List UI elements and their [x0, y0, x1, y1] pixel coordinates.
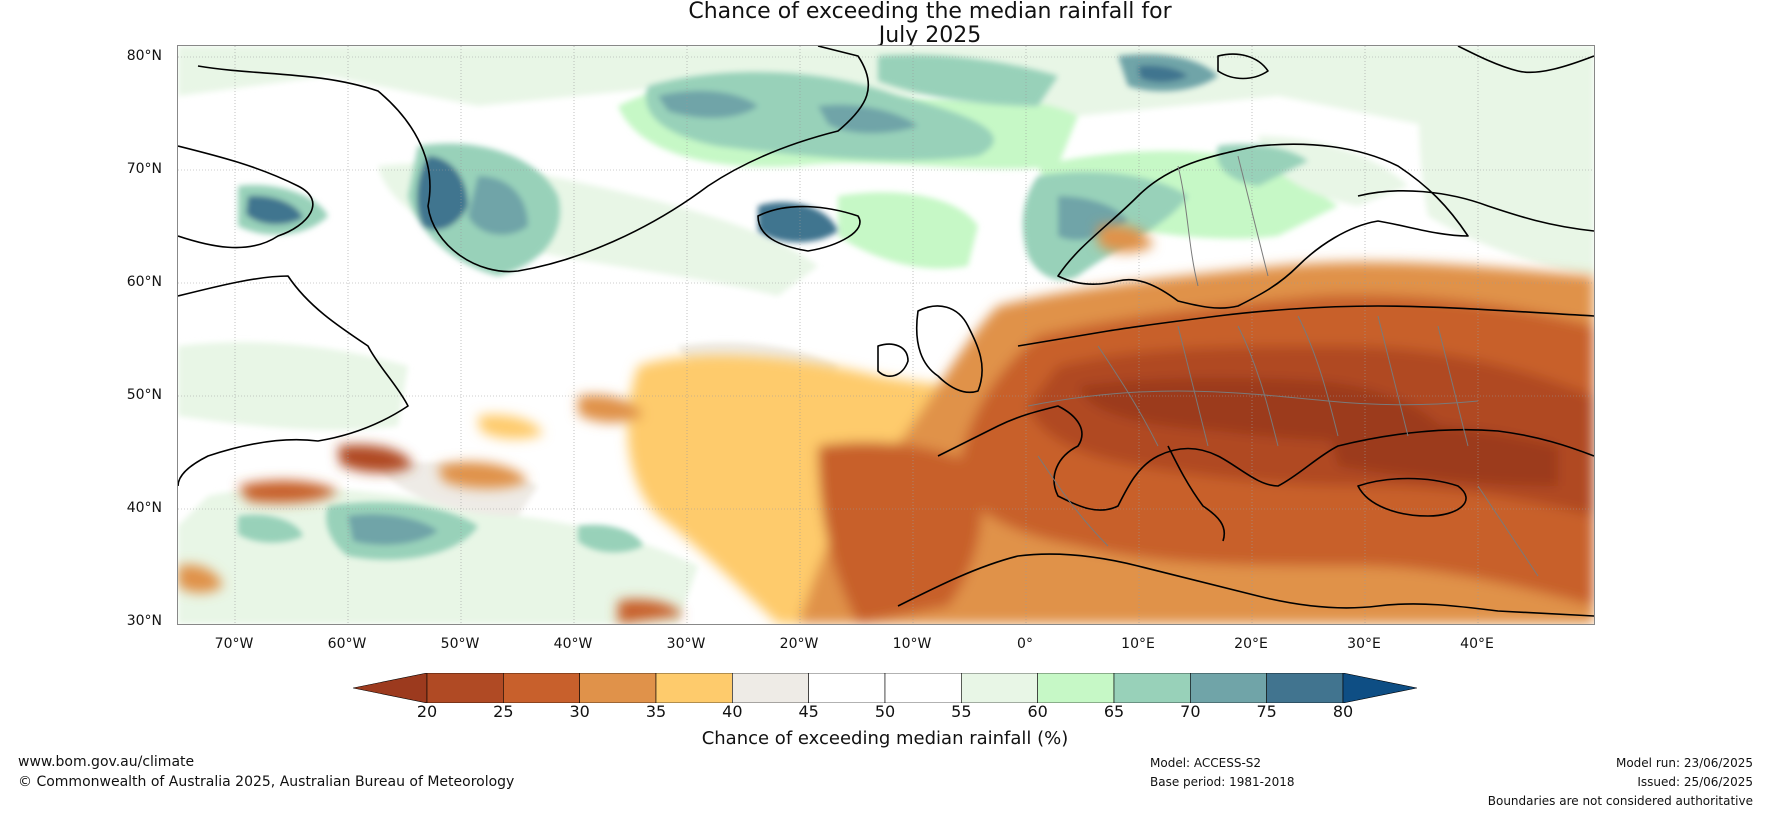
- lon-label-20e: 20°E: [1234, 636, 1268, 652]
- colorbar-segment: [1113, 673, 1191, 703]
- lon-label-20w: 20°W: [779, 636, 819, 652]
- colorbar-tick-label: 70: [1180, 702, 1201, 721]
- lon-label-0: 0°: [1017, 636, 1033, 652]
- colorbar-tick-label: 40: [722, 702, 743, 721]
- colorbar-segment: [1037, 673, 1115, 703]
- footer-disclaimer: Boundaries are not considered authoritat…: [1487, 794, 1753, 808]
- lat-label-30n: 30°N: [126, 613, 162, 629]
- footer-copyright: © Commonwealth of Australia 2025, Austra…: [18, 774, 515, 790]
- colorbar-legend: [353, 673, 1417, 703]
- lon-label-30w: 30°W: [666, 636, 706, 652]
- rainfall-map: [177, 45, 1595, 625]
- colorbar-extension-low: [353, 673, 428, 703]
- anomaly-dry-areas: [178, 224, 1594, 624]
- footer-model-run: Model run: 23/06/2025: [1615, 756, 1753, 770]
- footer-model: Model: ACCESS-S2: [1150, 756, 1262, 770]
- lon-label-40e: 40°E: [1460, 636, 1494, 652]
- colorbar-tick-label: 25: [493, 702, 514, 721]
- rainfall-map-svg: [178, 46, 1594, 624]
- colorbar-tick-label: 65: [1103, 702, 1125, 721]
- lon-label-70w: 70°W: [214, 636, 254, 652]
- footer-base-period: Base period: 1981-2018: [1150, 775, 1295, 789]
- colorbar-tick-label: 55: [951, 702, 972, 721]
- lat-label-80n: 80°N: [126, 48, 162, 64]
- lon-label-60w: 60°W: [327, 636, 367, 652]
- colorbar-tick-label: 75: [1256, 702, 1277, 721]
- lat-label-40n: 40°N: [126, 500, 162, 516]
- colorbar-segment: [1266, 673, 1344, 703]
- lat-label-70n: 70°N: [126, 161, 162, 177]
- colorbar-tick-label: 35: [645, 702, 667, 721]
- colorbar-segment: [884, 673, 962, 703]
- map-title-line1: Chance of exceeding the median rainfall …: [688, 0, 1172, 24]
- colorbar-tick-label: 60: [1027, 702, 1048, 721]
- lon-label-10w: 10°W: [892, 636, 932, 652]
- colorbar-segments: [353, 673, 1417, 703]
- coastlines: [178, 46, 1594, 617]
- colorbar-label: Chance of exceeding median rainfall (%): [701, 728, 1069, 749]
- colorbar-extension-high: [1342, 673, 1417, 703]
- lon-label-30e: 30°E: [1347, 636, 1381, 652]
- colorbar-tick-label: 50: [874, 702, 896, 721]
- map-title-line2: July 2025: [878, 23, 982, 48]
- colorbar-segment: [426, 673, 504, 703]
- colorbar-segment: [732, 673, 809, 703]
- lon-label-10e: 10°E: [1121, 636, 1155, 652]
- lon-label-40w: 40°W: [553, 636, 593, 652]
- colorbar-tick-label: 20: [416, 702, 438, 721]
- colorbar-segment: [655, 673, 733, 703]
- colorbar-tick-label: 80: [1332, 702, 1354, 721]
- graticule: [178, 46, 1594, 624]
- colorbar-segment: [579, 673, 657, 703]
- colorbar-segment: [961, 673, 1038, 703]
- colorbar-tick-label: 30: [569, 702, 590, 721]
- footer-issued: Issued: 25/06/2025: [1637, 775, 1753, 789]
- colorbar-segment: [1190, 673, 1267, 703]
- country-borders: [1027, 155, 1539, 577]
- map-title: Chance of exceeding the median rainfall …: [0, 0, 1770, 48]
- colorbar-segment: [808, 673, 886, 703]
- lat-label-60n: 60°N: [126, 274, 162, 290]
- footer-website: www.bom.gov.au/climate: [18, 754, 195, 770]
- lon-label-50w: 50°W: [440, 636, 480, 652]
- lat-label-50n: 50°N: [126, 387, 162, 403]
- colorbar-tick-label: 45: [798, 702, 819, 721]
- colorbar-segment: [503, 673, 580, 703]
